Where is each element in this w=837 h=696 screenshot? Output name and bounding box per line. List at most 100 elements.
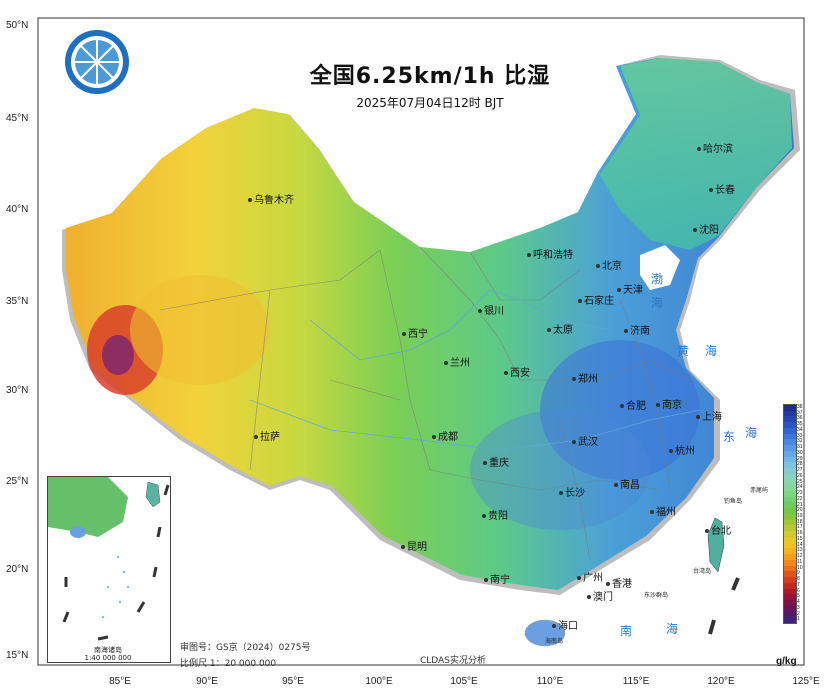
legend-tick-label: 35	[797, 421, 803, 428]
lon-label: 115°E	[622, 676, 650, 687]
city-label: 昆明	[401, 538, 427, 553]
legend-swatch	[784, 554, 796, 560]
city-label: 海口	[552, 617, 578, 632]
city-label: 香港	[606, 575, 632, 590]
legend-tick-label: 15	[797, 535, 803, 542]
lon-label: 85°E	[109, 676, 131, 687]
city-label: 乌鲁木齐	[248, 191, 294, 206]
color-legend	[783, 404, 797, 624]
legend-tick-label: 20	[797, 507, 803, 514]
legend-swatch	[784, 410, 796, 417]
legend-swatch	[784, 548, 796, 555]
legend-tick-label: 31	[797, 444, 803, 451]
legend-tick-label: 34	[797, 426, 803, 433]
legend-tick-label: 16	[797, 530, 803, 537]
legend-swatch	[784, 468, 796, 474]
legend-tick-label: 7	[797, 581, 800, 588]
scale-text: 比例尺 1：20 000 000	[180, 659, 277, 669]
legend-swatch	[784, 605, 796, 612]
city-label: 澳门	[587, 588, 613, 603]
city-label: 沈阳	[693, 221, 719, 236]
city-label: 石家庄	[578, 292, 614, 307]
lon-label: 110°E	[536, 676, 564, 687]
city-label: 太原	[547, 321, 573, 336]
lat-label: 30°N	[6, 385, 29, 396]
legend-swatch	[784, 531, 796, 537]
legend-swatch	[784, 422, 796, 428]
city-label: 杭州	[669, 442, 695, 457]
city-label: 重庆	[483, 454, 509, 469]
legend-swatch	[784, 450, 796, 457]
legend-tick-label: 22	[797, 495, 803, 502]
island-label: 东沙群岛	[644, 592, 669, 599]
city-label: 合肥	[620, 397, 646, 412]
legend-tick-label: 11	[797, 558, 803, 565]
lat-label: 20°N	[6, 564, 29, 575]
sea-label: 海	[651, 296, 664, 310]
legend-swatch	[784, 433, 796, 440]
legend-swatch	[784, 508, 796, 514]
city-label: 西宁	[402, 325, 428, 340]
city-label: 上海	[696, 408, 722, 423]
map-subtitle: 2025年07月04日12时 BJT	[356, 96, 504, 110]
legend-swatch	[784, 559, 796, 566]
city-label: 拉萨	[254, 428, 280, 443]
south-china-sea-inset	[47, 476, 171, 663]
city-label: 北京	[596, 257, 622, 272]
legend-tick-label: 17	[797, 524, 803, 531]
cma-logo	[65, 30, 129, 94]
city-label: 福州	[650, 503, 676, 518]
legend-tick-label: 25	[797, 478, 803, 485]
legend-tick-label: 21	[797, 501, 803, 508]
sea-label: 海	[745, 426, 758, 440]
legend-swatch	[784, 571, 796, 578]
legend-swatch	[784, 582, 796, 589]
legend-swatch	[784, 462, 796, 469]
legend-tick-label: 12	[797, 553, 803, 560]
sea-label: 海	[705, 344, 718, 358]
city-label: 银川	[478, 302, 504, 317]
city-label: 济南	[624, 322, 650, 337]
city-label: 长春	[709, 181, 735, 196]
legend-swatch	[784, 502, 796, 509]
legend-tick-label: 32	[797, 438, 803, 445]
legend-swatch	[784, 525, 796, 532]
legend-tick-label: 6	[797, 587, 800, 594]
legend-unit: g/kg	[776, 656, 797, 667]
legend-swatch	[784, 405, 796, 411]
lon-label: 95°E	[282, 676, 304, 687]
city-label: 兰州	[444, 354, 470, 369]
island-label: 钓鱼岛	[724, 498, 743, 505]
legend-swatch	[784, 565, 796, 572]
lat-label: 40°N	[6, 204, 29, 215]
city-label: 贵阳	[482, 507, 508, 522]
legend-swatch	[784, 536, 796, 543]
legend-swatch	[784, 519, 796, 526]
legend-swatch	[784, 439, 796, 446]
inset-caption-scale: 1:40 000 000	[84, 654, 132, 662]
legend-tick-label: 30	[797, 449, 803, 456]
legend-swatch	[784, 479, 796, 486]
legend-tick-label: 27	[797, 467, 803, 474]
legend-tick-label: 10	[797, 564, 803, 571]
city-label: 南宁	[484, 571, 510, 586]
lon-label: 125°E	[792, 676, 820, 687]
legend-tick-label: 5	[797, 593, 800, 600]
island-label: 海南岛	[545, 638, 564, 645]
northeast-region	[600, 58, 792, 250]
sea-label: 东	[723, 430, 736, 444]
legend-tick-label: 33	[797, 432, 803, 439]
lon-label: 105°E	[450, 676, 478, 687]
legend-swatch	[784, 594, 796, 600]
rivers	[249, 289, 701, 451]
data-source: CLDAS实况分析	[420, 656, 486, 666]
title-block: 全国6.25km/1h 比湿 2025年07月04日12时 BJT	[240, 58, 620, 111]
legend-swatch	[784, 611, 796, 618]
sea-label: 海	[666, 622, 679, 636]
city-label: 成都	[432, 428, 458, 443]
legend-tick-label: 37	[797, 409, 803, 416]
legend-swatch	[784, 513, 796, 520]
legend-swatch	[784, 485, 796, 492]
legend-swatch	[784, 599, 796, 606]
